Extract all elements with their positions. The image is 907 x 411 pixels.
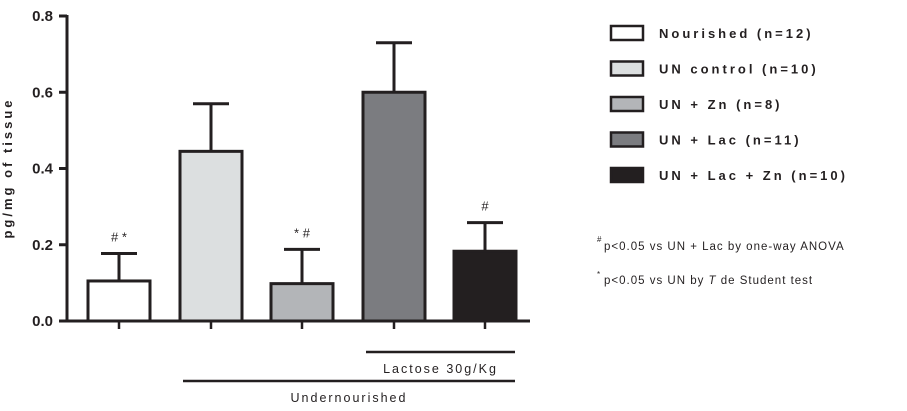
legend-swatch	[609, 95, 645, 113]
significance-mark: # *	[111, 230, 127, 245]
note-symbol: *	[597, 270, 600, 279]
note-text: p<0.05 vs UN + Lac by one-way ANOVA	[604, 241, 845, 253]
legend-label: UN + Lac (n=11)	[659, 133, 802, 148]
legend-swatch	[609, 24, 645, 42]
y-tick-label: 0.6	[32, 84, 53, 101]
legend-label: Nourished (n=12)	[659, 26, 814, 41]
y-tick-label: 0.4	[32, 161, 54, 178]
bar	[361, 90, 427, 323]
legend-swatch	[609, 166, 645, 184]
bar	[269, 282, 335, 323]
significance-mark: #	[481, 199, 489, 214]
bar	[452, 249, 518, 323]
group-bracket-label: Lactose 30g/Kg	[383, 362, 498, 376]
legend-label: UN control (n=10)	[659, 62, 819, 77]
legend-swatch	[609, 131, 645, 148]
legend-swatch	[609, 60, 645, 77]
note-symbol: #	[597, 235, 602, 244]
y-tick-label: 0.2	[32, 237, 53, 254]
y-axis-title: pg/mg of tissue	[0, 97, 15, 238]
y-tick-label: 0.8	[32, 8, 53, 25]
legend: Nourished (n=12) UN control (n=10) UN + Zn…	[609, 24, 848, 184]
significance-notes: #p<0.05 vs UN + Lac by one-way ANOVA * p<0…	[597, 235, 845, 287]
legend-label: UN + Zn (n=8)	[659, 97, 783, 112]
note-text: p<0.05 vs UN by T de Student test	[604, 275, 813, 287]
bar	[86, 279, 152, 323]
legend-label: UN + Lac + Zn (n=10)	[659, 168, 848, 183]
bars: # * * # #	[86, 41, 518, 329]
significance-mark: * #	[294, 225, 311, 240]
bar	[178, 149, 244, 323]
group-brackets: Lactose 30g/Kg Undernourished	[183, 350, 515, 405]
y-tick-label: 0.0	[32, 313, 53, 330]
group-bracket-label: Undernourished	[291, 391, 408, 405]
